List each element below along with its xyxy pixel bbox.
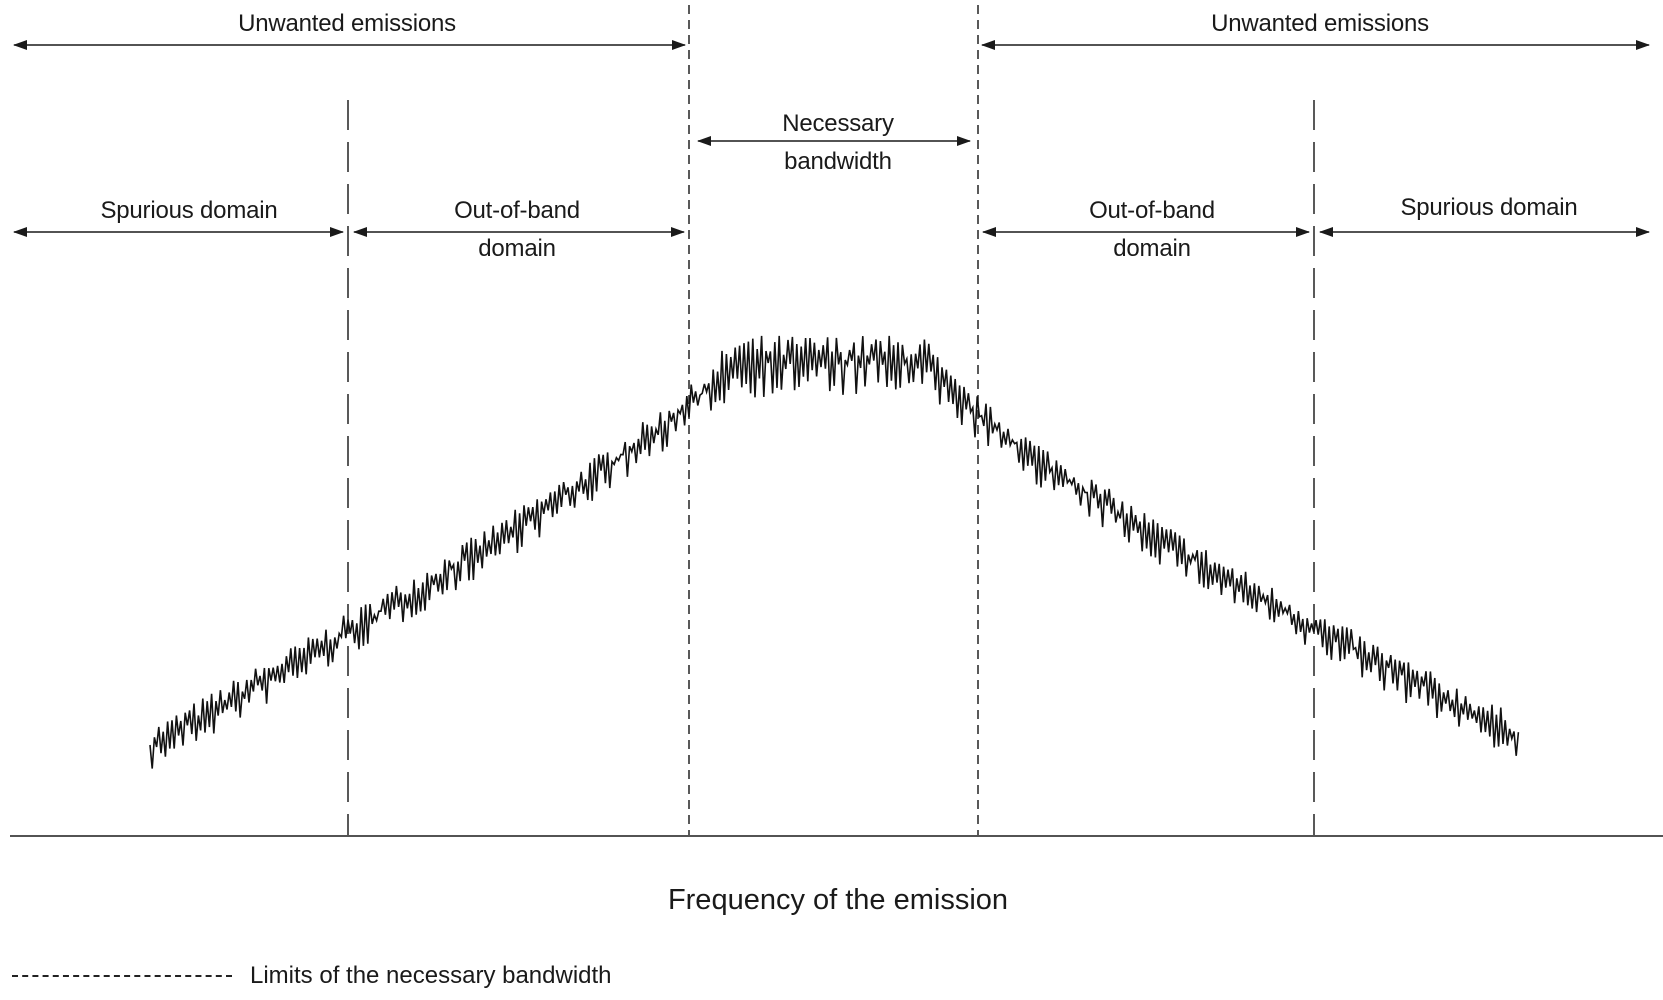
out-of-band-right-label-line1: Out-of-band: [1089, 197, 1215, 224]
spurious-domain-right-label: Spurious domain: [1400, 194, 1578, 221]
necessary-bandwidth-label-line1: Necessary: [782, 110, 894, 137]
necessary-bandwidth-label: Necessary bandwidth: [782, 105, 894, 181]
unwanted-emissions-right-label: Unwanted emissions: [1211, 10, 1429, 37]
legend-dashed-line: [12, 975, 232, 977]
out-of-band-left-label-line2: domain: [478, 235, 556, 262]
out-of-band-left-label-line1: Out-of-band: [454, 197, 580, 224]
spurious-domain-left-label: Spurious domain: [100, 197, 278, 224]
legend: Limits of the necessary bandwidth: [12, 962, 612, 990]
emission-spectrum-curve: [149, 335, 1520, 769]
legend-label: Limits of the necessary bandwidth: [250, 962, 612, 989]
frequency-axis-label: Frequency of the emission: [667, 884, 1009, 916]
out-of-band-right-label: Out-of-band domain: [1089, 192, 1215, 268]
out-of-band-left-label: Out-of-band domain: [454, 192, 580, 268]
necessary-bandwidth-label-line2: bandwidth: [784, 148, 892, 175]
out-of-band-right-label-line2: domain: [1113, 235, 1191, 262]
unwanted-emissions-left-label: Unwanted emissions: [238, 10, 456, 37]
